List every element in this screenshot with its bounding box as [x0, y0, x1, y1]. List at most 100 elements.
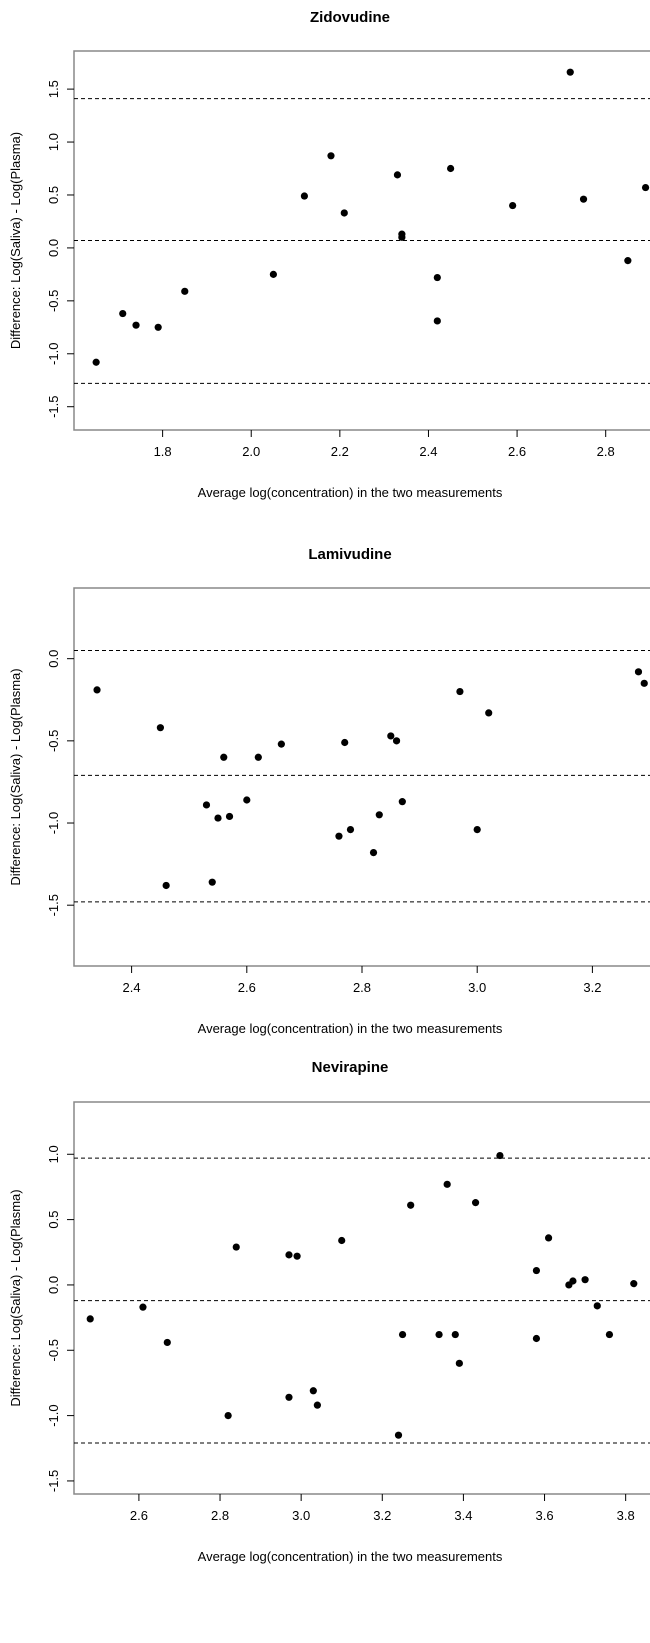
- y-tick-label: 0.5: [46, 1211, 61, 1229]
- x-tick-label: 2.6: [508, 444, 526, 459]
- y-tick-label: 0.0: [46, 650, 61, 668]
- plot-frame: [73, 587, 650, 967]
- y-tick-label: -1.5: [46, 894, 61, 916]
- data-point: [471, 1199, 480, 1207]
- data-point: [509, 201, 517, 210]
- y-tick-label: 0.0: [46, 1276, 61, 1294]
- data-point: [93, 686, 101, 694]
- data-point: [119, 309, 127, 318]
- data-point: [132, 321, 140, 329]
- data-point: [338, 1236, 346, 1245]
- x-tick-label: 3.0: [292, 1508, 310, 1523]
- y-tick-label: -0.5: [46, 730, 61, 752]
- y-tick-label: 1.0: [46, 133, 61, 151]
- data-point: [254, 753, 262, 761]
- y-tick-label: -1.0: [46, 343, 61, 365]
- x-axis-label: Average log(concentration) in the two me…: [198, 1021, 503, 1036]
- chart-panel-1: Zidovudine 1.8 2.0 2.2 2.4 2.6 2.8 -1.5 -1.0 -0.5…: [8, 9, 650, 500]
- data-point: [455, 1359, 463, 1367]
- y-tick-label: 0.5: [46, 186, 61, 204]
- chart-panel-2: Lamivudine 2.4 2.6 2.8 3.0 3.2 -1.5 -1.0 -0.5 0.0…: [8, 546, 650, 1036]
- data-point: [86, 1315, 94, 1323]
- chart-title: Nevirapine: [312, 1059, 389, 1076]
- y-tick-label: -1.5: [46, 1470, 61, 1492]
- data-point: [456, 687, 464, 696]
- data-point: [139, 1303, 147, 1311]
- data-point: [566, 68, 574, 76]
- data-point: [285, 1251, 293, 1259]
- y-tick-label: 1.5: [46, 80, 61, 98]
- data-point: [220, 753, 228, 761]
- y-axis-label: Difference: Log(Saliva) - Log(Plasma): [8, 132, 23, 349]
- data-point: [202, 801, 211, 809]
- y-axis-label: Difference: Log(Saliva) - Log(Plasma): [8, 1189, 23, 1406]
- data-point: [327, 152, 335, 160]
- data-point: [433, 317, 441, 325]
- data-point: [569, 1277, 577, 1285]
- data-point: [162, 881, 170, 890]
- data-point: [485, 709, 493, 717]
- data-point: [433, 273, 441, 282]
- x-tick-label: 2.4: [419, 444, 437, 459]
- data-point: [369, 849, 378, 857]
- data-point: [393, 171, 402, 179]
- data-point: [451, 1330, 459, 1339]
- data-point: [208, 878, 216, 886]
- data-point: [340, 209, 348, 217]
- data-point: [309, 1387, 317, 1395]
- data-point: [630, 1280, 638, 1288]
- data-point: [392, 737, 401, 745]
- data-point: [447, 164, 455, 173]
- data-point: [593, 1302, 601, 1310]
- y-tick-label: 1.0: [46, 1145, 61, 1163]
- y-tick-label: -1.5: [46, 396, 61, 418]
- data-point: [154, 323, 162, 331]
- data-point: [544, 1234, 553, 1242]
- data-point: [641, 183, 650, 192]
- x-tick-label: 2.4: [123, 980, 141, 995]
- data-point: [634, 668, 643, 676]
- x-tick-label: 3.8: [617, 1508, 635, 1523]
- data-point: [435, 1330, 443, 1339]
- y-tick-label: 0.0: [46, 239, 61, 257]
- x-tick-label: 2.8: [597, 444, 615, 459]
- data-point: [277, 740, 285, 748]
- y-tick-label: -1.0: [46, 1404, 61, 1426]
- x-tick-label: 3.0: [468, 980, 486, 995]
- data-point: [398, 1330, 407, 1339]
- x-tick-label: 1.8: [154, 444, 172, 459]
- x-tick-label: 2.2: [331, 444, 349, 459]
- data-point: [346, 825, 355, 834]
- data-point: [293, 1252, 301, 1260]
- data-point: [300, 192, 308, 200]
- x-tick-label: 3.4: [454, 1508, 472, 1523]
- x-tick-label: 3.2: [373, 1508, 391, 1523]
- data-point: [394, 1431, 403, 1439]
- data-point: [496, 1151, 504, 1160]
- data-point: [156, 724, 164, 732]
- data-point: [443, 1180, 451, 1188]
- x-axis-label: Average log(concentration) in the two me…: [198, 1549, 503, 1564]
- data-point: [624, 257, 632, 265]
- x-tick-label: 2.6: [238, 980, 256, 995]
- x-tick-label: 2.0: [242, 444, 260, 459]
- x-tick-label: 2.6: [130, 1508, 148, 1523]
- data-point: [163, 1338, 171, 1347]
- data-point: [581, 1276, 589, 1284]
- data-point: [285, 1393, 293, 1401]
- data-point: [269, 270, 277, 278]
- y-tick-label: -1.0: [46, 812, 61, 834]
- data-point: [398, 230, 406, 238]
- data-point: [224, 1412, 232, 1420]
- data-point: [92, 358, 100, 366]
- x-tick-label: 2.8: [353, 980, 371, 995]
- data-point: [225, 812, 234, 821]
- y-tick-label: -0.5: [46, 290, 61, 312]
- data-point: [473, 825, 481, 834]
- y-axis-label: Difference: Log(Saliva) - Log(Plasma): [8, 668, 23, 885]
- data-point: [398, 798, 406, 806]
- data-point: [335, 832, 343, 840]
- data-point: [640, 679, 648, 687]
- data-point: [341, 738, 349, 747]
- data-point: [232, 1243, 240, 1251]
